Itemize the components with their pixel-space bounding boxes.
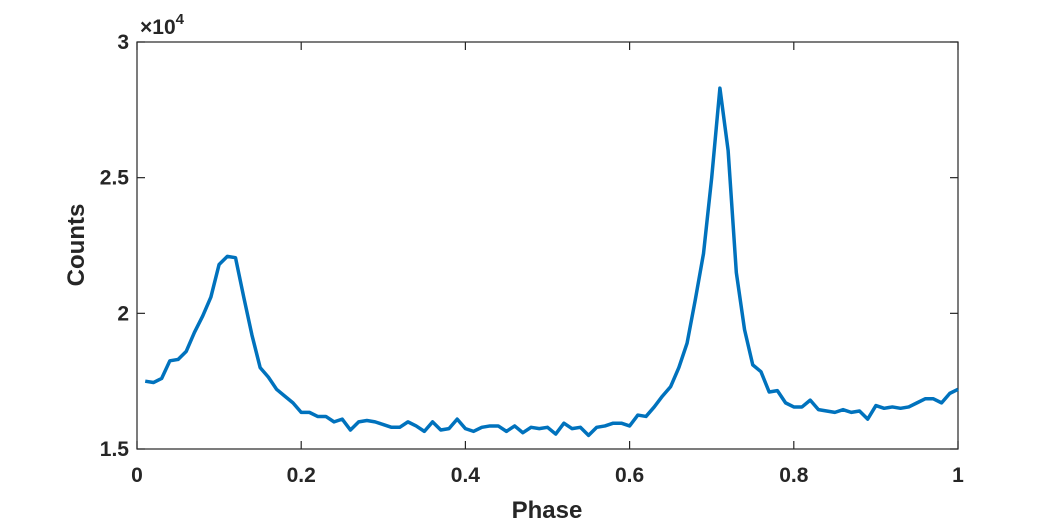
y-axis-label: Counts [63, 204, 90, 287]
y-tick-label: 2.5 [100, 167, 130, 190]
y-multiplier-exponent: 4 [176, 11, 185, 28]
y-tick-label: 1.5 [100, 438, 130, 461]
x-axis-label: Phase [512, 497, 583, 524]
y-tick-label: 3 [117, 31, 129, 54]
y-multiplier-base: ×10 [140, 16, 176, 39]
x-tick-label: 0 [131, 464, 143, 487]
x-tick-label: 1 [952, 464, 964, 487]
axes-box [136, 41, 959, 450]
y-multiplier: ×104 [140, 11, 185, 39]
x-tick-label: 0.6 [615, 464, 644, 487]
x-tick-label: 0.4 [451, 464, 481, 487]
data-line [144, 86, 959, 438]
x-tick-label: 0.2 [287, 464, 316, 487]
y-tick-label: 2 [117, 302, 129, 325]
x-tick-label: 0.8 [779, 464, 809, 487]
